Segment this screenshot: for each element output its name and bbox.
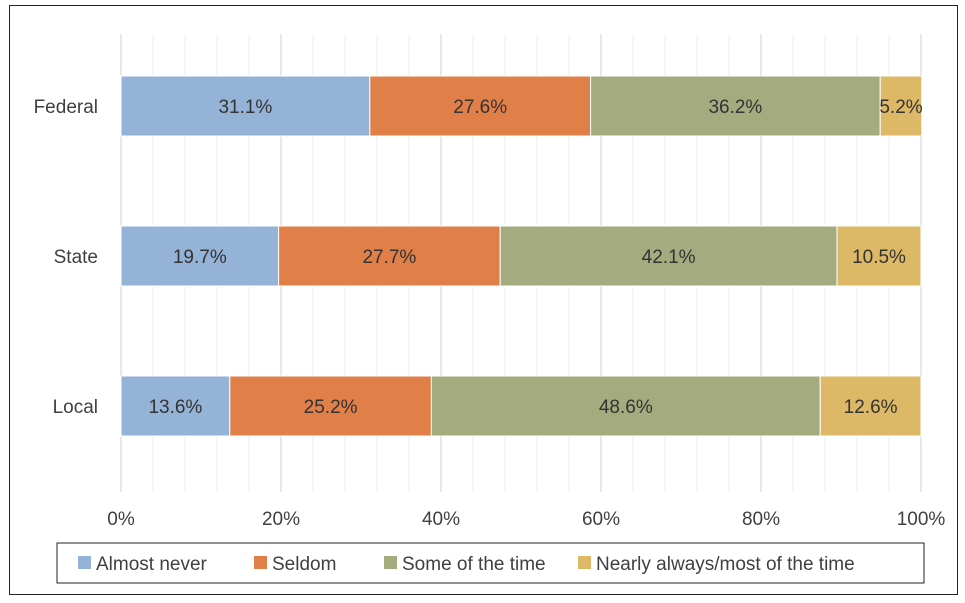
data-label-state-seldom: 27.7%: [362, 247, 416, 268]
data-label-state-nearly-always-most-of-the-time: 10.5%: [852, 247, 906, 268]
x-tick-label: 20%: [262, 509, 300, 530]
legend-swatch-some-of-the-time: [384, 556, 397, 569]
axis: Federal State Local 0% 20% 40% 60% 80% 100%: [34, 97, 946, 530]
legend-label-some-of-the-time: Some of the time: [402, 554, 546, 575]
bar-federal-nearly-always-most-of-the-time: [879, 75, 923, 137]
data-label-federal-some-of-the-time: 36.2%: [708, 97, 762, 118]
bar-local-nearly-always-most-of-the-time: [819, 375, 922, 437]
x-tick-label: 40%: [422, 509, 460, 530]
bar-federal-almost-never: [120, 75, 371, 137]
category-label-federal: Federal: [34, 97, 98, 118]
legend-label-almost-never: Almost never: [96, 554, 208, 575]
data-label-local-nearly-always-most-of-the-time: 12.6%: [844, 397, 898, 418]
data-label-local-some-of-the-time: 48.6%: [599, 397, 653, 418]
legend-swatch-nearly-always-most-of-the-time: [578, 556, 591, 569]
legend-swatch-seldom: [254, 556, 267, 569]
bar-local-some-of-the-time: [430, 375, 821, 437]
bar-state-seldom: [278, 225, 501, 287]
stacked-bar-chart: 31.1% 27.6% 36.2% 5.2% 19.7% 27.7% 42.1% 10.5% 1…: [34, 34, 946, 584]
legend-box: [56, 542, 925, 584]
data-label-local-almost-never: 13.6%: [148, 397, 202, 418]
legend-label-nearly-always-most-of-the-time: Nearly always/most of the time: [596, 554, 855, 575]
data-label-local-seldom: 25.2%: [304, 397, 358, 418]
bar-state-some-of-the-time: [499, 225, 838, 287]
data-label-state-almost-never: 19.7%: [173, 247, 227, 268]
legend: Almost never Seldom Some of the time Nearly…: [56, 542, 925, 584]
x-tick-label: 0%: [107, 509, 135, 530]
data-label-federal-nearly-always-most-of-the-time: 5.2%: [879, 97, 922, 118]
category-label-local: Local: [53, 397, 98, 418]
legend-swatch-almost-never: [78, 556, 91, 569]
bar-federal-seldom: [369, 75, 592, 137]
x-tick-label: 60%: [582, 509, 620, 530]
data-label-federal-almost-never: 31.1%: [218, 97, 272, 118]
data-labels: 31.1% 27.6% 36.2% 5.2% 19.7% 27.7% 42.1% 10.5% 1…: [148, 97, 922, 418]
bar-local-seldom: [229, 375, 432, 437]
bar-federal-some-of-the-time: [590, 75, 881, 137]
legend-label-seldom: Seldom: [272, 554, 336, 575]
x-tick-label: 100%: [897, 509, 946, 530]
data-label-state-some-of-the-time: 42.1%: [642, 247, 696, 268]
data-label-federal-seldom: 27.6%: [453, 97, 507, 118]
bars: [120, 75, 923, 437]
chart-frame: 31.1% 27.6% 36.2% 5.2% 19.7% 27.7% 42.1% 10.5% 1…: [9, 5, 958, 595]
category-label-state: State: [54, 247, 98, 268]
x-tick-label: 80%: [742, 509, 780, 530]
bar-state-nearly-always-most-of-the-time: [836, 225, 922, 287]
